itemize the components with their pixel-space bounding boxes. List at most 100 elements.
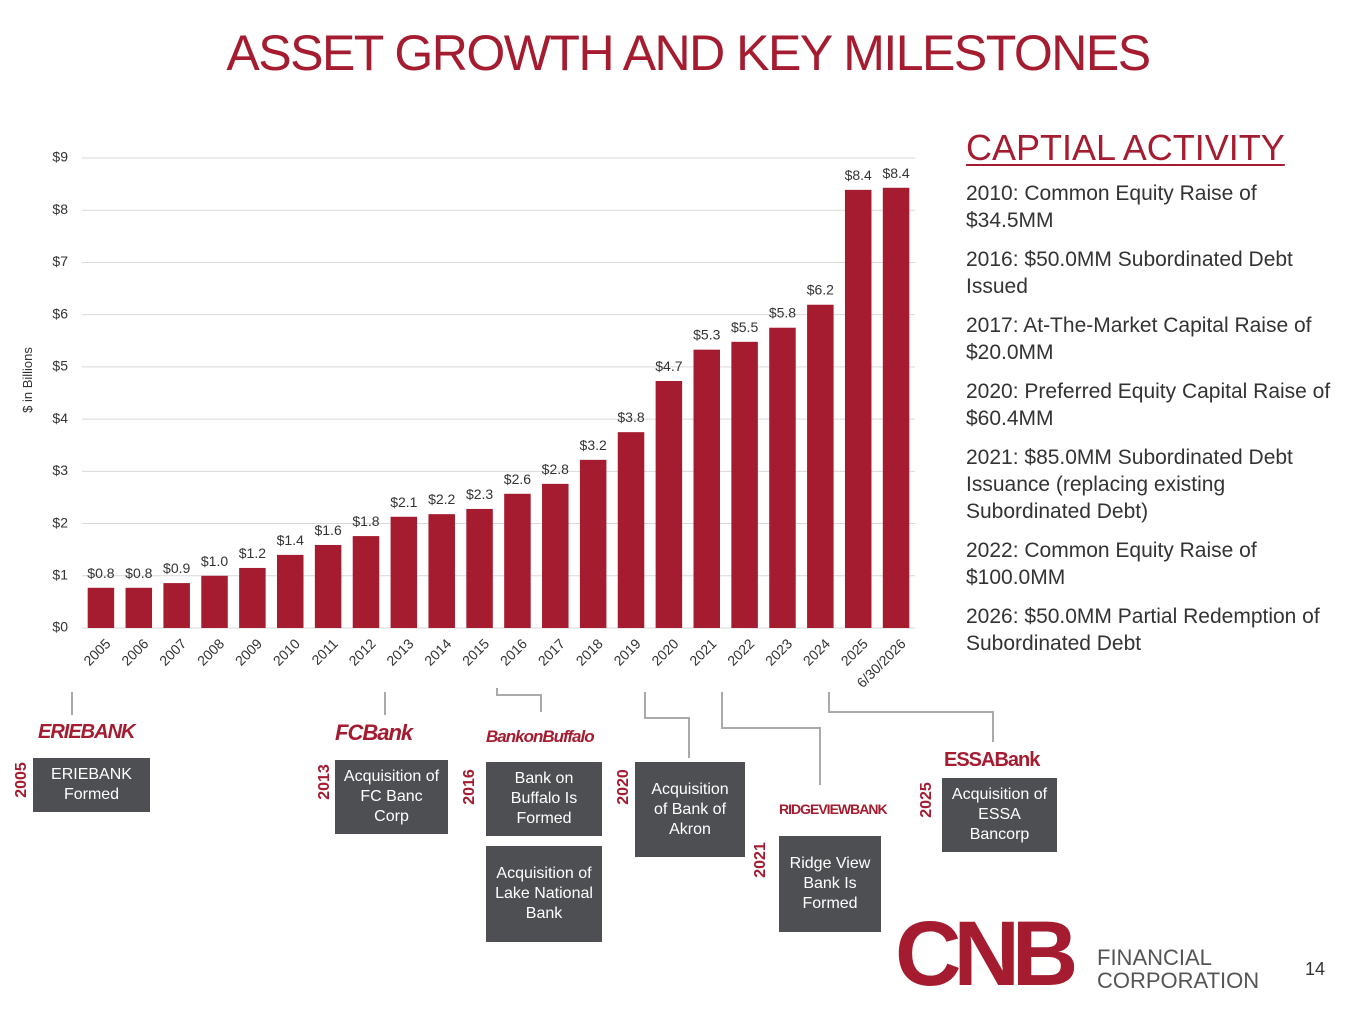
value-label: $4.7: [655, 358, 682, 374]
slide-title: ASSET GROWTH AND KEY MILESTONES: [226, 25, 1149, 81]
y-tick-label: $9: [52, 149, 68, 165]
y-tick-label: $5: [52, 358, 68, 374]
x-tick-label: 2007: [156, 635, 189, 668]
company-logo-text: FINANCIAL: [1097, 945, 1212, 970]
milestone-year: 2016: [461, 769, 478, 805]
x-tick-label: 2021: [686, 635, 719, 668]
x-tick-label: 2013: [383, 635, 416, 668]
value-label: $0.8: [87, 565, 114, 581]
logo: FCBank: [335, 720, 415, 745]
y-tick-label: $3: [52, 462, 68, 478]
value-label: $2.3: [466, 486, 493, 502]
y-tick-label: $1: [52, 566, 68, 582]
value-label: $0.8: [125, 565, 152, 581]
bar: [542, 483, 569, 628]
logo: ESSABank: [944, 749, 1041, 771]
value-label: $0.9: [163, 560, 190, 576]
bar: [466, 508, 493, 628]
bar: [844, 189, 872, 628]
x-tick-label: 2006: [118, 635, 151, 668]
capital-item: 2020: Preferred Equity Capital Raise of …: [966, 380, 1331, 430]
bar: [769, 327, 796, 628]
capital-item: 2021: $85.0MM Subordinated Debt Issuance…: [966, 446, 1293, 523]
page-number: 14: [1305, 959, 1325, 979]
capital-activity: CAPTIAL ACTIVITY 2010: Common Equity Rai…: [966, 126, 1336, 669]
x-tick-label: 2019: [610, 635, 643, 668]
company-logo-mark: CNB: [895, 903, 1075, 1005]
milestone-year: 2021: [752, 842, 769, 878]
milestone-box: Acquisition of Bank of Akron: [635, 762, 745, 857]
value-label: $5.8: [769, 305, 796, 321]
bar: [428, 514, 455, 628]
milestone-box: Acquisition of Lake National Bank: [486, 846, 602, 942]
milestone-box: Bank on Buffalo Is Formed: [486, 762, 602, 836]
value-label: $3.2: [580, 437, 607, 453]
capital-heading: CAPTIAL ACTIVITY: [966, 127, 1285, 168]
x-tick-label: 2012: [345, 635, 378, 668]
bar: [276, 554, 304, 628]
x-tick-label: 2008: [194, 635, 227, 668]
value-label: $1.4: [277, 532, 304, 548]
bar: [201, 575, 228, 628]
y-tick-label: $2: [52, 514, 68, 530]
bar: [125, 587, 153, 628]
capital-item: 2017: At-The-Market Capital Raise of $20…: [966, 314, 1312, 364]
x-tick-label: 2009: [232, 635, 265, 668]
capital-item: 2010: Common Equity Raise of $34.5MM: [966, 182, 1257, 232]
y-tick-label: $6: [52, 305, 68, 321]
value-label: $5.5: [731, 319, 758, 335]
milestone-year: 2005: [13, 762, 30, 798]
x-tick-label: 2016: [497, 635, 530, 668]
value-label: $1.6: [314, 522, 341, 538]
value-label: $5.3: [693, 327, 720, 343]
x-tick-label: 2005: [80, 635, 113, 668]
milestone-box: ERIEBANK Formed: [33, 758, 150, 812]
capital-item: 2016: $50.0MM Subordinated Debt Issued: [966, 248, 1293, 298]
value-label: $1.0: [201, 553, 228, 569]
x-tick-label: 2011: [308, 635, 341, 668]
value-label: $1.8: [352, 513, 379, 529]
bar: [882, 187, 910, 628]
bar: [352, 536, 380, 628]
value-label: $8.4: [845, 167, 872, 183]
capital-item: 2026: $50.0MM Partial Redemption of Subo…: [966, 605, 1320, 655]
logo: BankonBuffalo: [486, 727, 594, 746]
milestone-year: 2020: [615, 769, 632, 805]
bar: [579, 459, 607, 628]
value-label: $3.8: [617, 409, 644, 425]
bar: [314, 544, 342, 628]
x-tick-label: 2018: [573, 635, 606, 668]
value-label: $2.1: [390, 494, 417, 510]
bar: [390, 516, 418, 628]
x-tick-label: 2024: [800, 635, 833, 668]
bar: [731, 341, 758, 628]
value-label: $8.4: [882, 165, 909, 181]
y-tick-label: $7: [52, 253, 68, 269]
milestone-box: Acquisition of FC Banc Corp: [335, 760, 448, 834]
y-tick-label: $8: [52, 201, 68, 217]
bar: [163, 583, 190, 628]
bar: [693, 349, 721, 628]
company-logo-text: CORPORATION: [1097, 968, 1259, 993]
x-tick-label: 2025: [838, 635, 871, 668]
y-tick-label: $4: [52, 410, 68, 426]
x-tick-label: 2015: [459, 635, 492, 668]
x-tick-label: 2010: [270, 635, 303, 668]
bar: [87, 587, 115, 628]
connectors: [71, 688, 994, 785]
bar: [504, 493, 531, 628]
x-tick-label: 2014: [421, 635, 454, 668]
y-axis-label: $ in Billions: [20, 347, 35, 413]
milestone-box: Ridge View Bank Is Formed: [779, 836, 881, 932]
x-tick-label: 2022: [724, 635, 757, 668]
milestone-year: 2025: [918, 782, 935, 818]
milestone-year: 2013: [316, 764, 333, 800]
x-tick-label: 2020: [648, 635, 681, 668]
bar: [807, 304, 834, 628]
value-label: $2.2: [428, 491, 455, 507]
bar: [239, 567, 266, 628]
value-label: $2.8: [542, 461, 569, 477]
value-label: $1.2: [239, 545, 266, 561]
